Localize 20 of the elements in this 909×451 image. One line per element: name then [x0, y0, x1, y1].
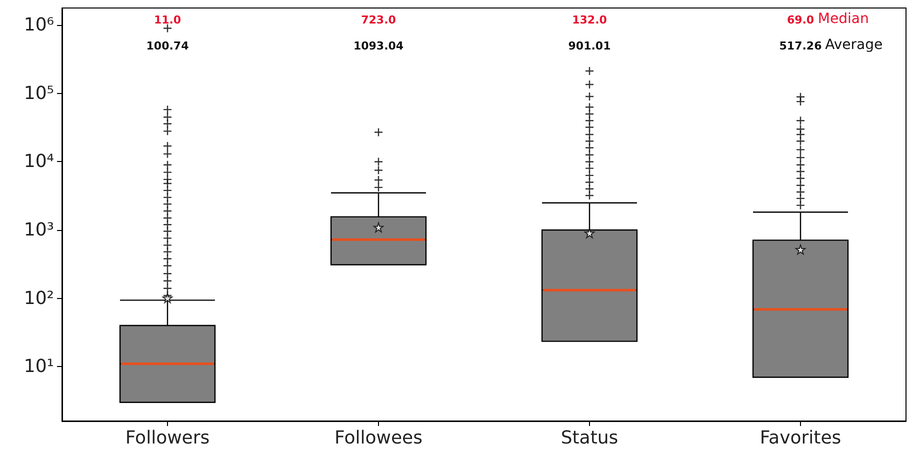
annotation: Average — [825, 37, 883, 53]
y-tick-label: 10¹ — [24, 356, 54, 378]
x-tick-label: Followees — [334, 428, 422, 448]
annotation: 69.0 — [786, 14, 814, 26]
annotation: 901.01 — [568, 40, 611, 52]
annotation: 517.26 — [779, 40, 822, 52]
y-tick-label: 10⁵ — [24, 82, 54, 104]
x-tick-label: Favorites — [760, 428, 842, 448]
x-tick-label: Status — [560, 428, 618, 448]
y-tick-label: 10⁴ — [24, 151, 54, 172]
annotation: 1093.04 — [353, 40, 404, 52]
y-tick-label: 10² — [24, 288, 54, 309]
x-tick-label: Followers — [125, 428, 210, 448]
annotation: 11.0 — [154, 14, 182, 26]
annotation: 723.0 — [361, 14, 396, 26]
annotation: 132.0 — [572, 14, 608, 26]
annotation: Median — [818, 11, 869, 27]
y-tick-label: 10⁶ — [24, 14, 54, 36]
y-tick-label: 10³ — [24, 220, 54, 241]
annotation: 100.74 — [146, 40, 190, 52]
